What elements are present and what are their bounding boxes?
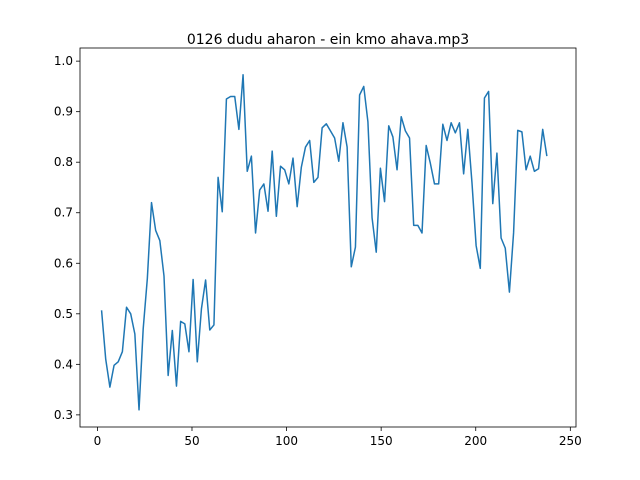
axes-frame: [79, 47, 577, 428]
y-tick-label: 0.8: [54, 155, 73, 169]
chart-title: 0126 dudu aharon - ein kmo ahava.mp3: [187, 32, 469, 48]
x-tick-label: 150: [370, 434, 393, 448]
y-tick-label: 0.7: [54, 206, 73, 220]
y-tick-label: 0.3: [54, 408, 73, 422]
x-tick-label: 50: [184, 434, 199, 448]
y-tick-label: 0.9: [54, 105, 73, 119]
x-tick-label: 0: [94, 434, 102, 448]
y-tick-label: 0.5: [54, 307, 73, 321]
x-tick-label: 200: [464, 434, 487, 448]
x-tick-label: 250: [559, 434, 582, 448]
y-tick-label: 1.0: [54, 54, 73, 68]
y-tick-label: 0.4: [54, 357, 73, 371]
line-series: [100, 74, 548, 411]
y-tick-label: 0.6: [54, 256, 73, 270]
x-tick-label: 100: [275, 434, 298, 448]
